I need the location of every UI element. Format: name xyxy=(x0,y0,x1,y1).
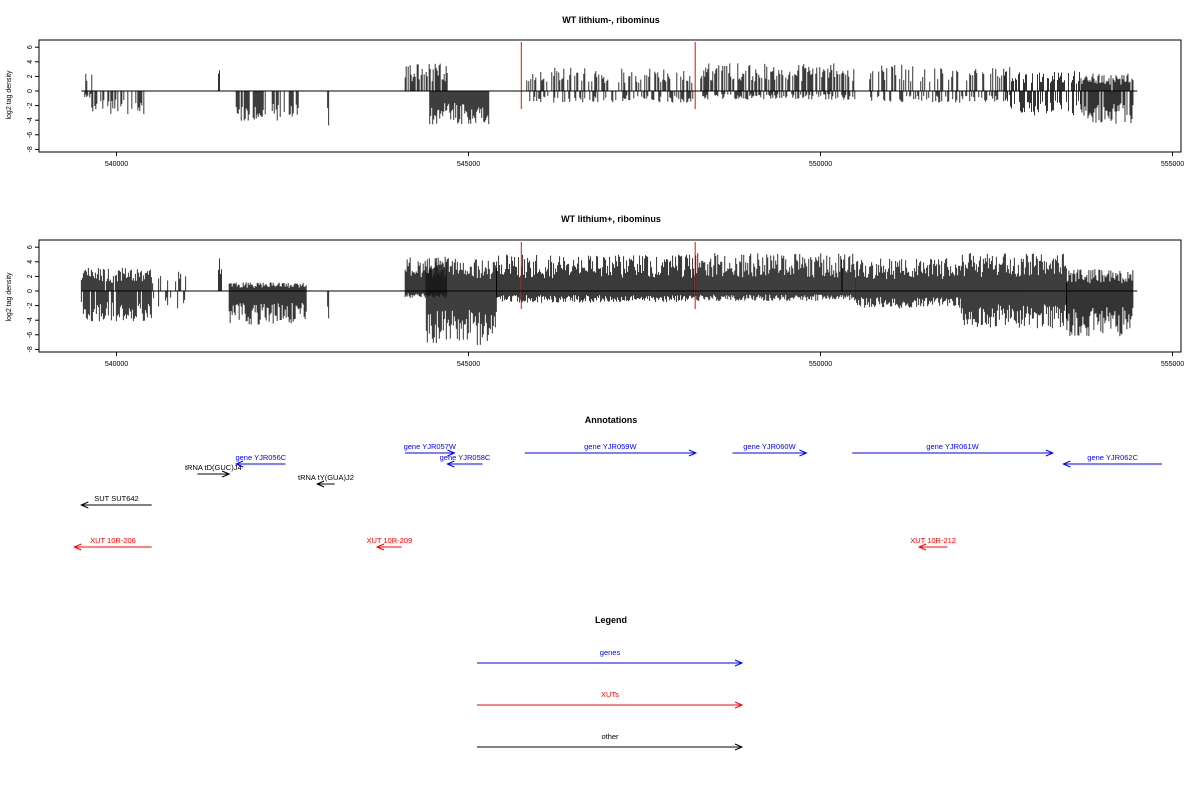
annotation-feature: gene YJR059W xyxy=(524,442,698,457)
chart-title-lithium-minus: WT lithium-, ribominus xyxy=(562,15,660,25)
y-axis-lithium-minus: -8 -6 -4 -2 0 2 4 6 xyxy=(27,45,39,153)
annotation-arrow-head xyxy=(446,460,455,468)
annotation-feature: SUT SUT642 xyxy=(80,494,152,509)
annotation-label: XUT 10R-209 xyxy=(366,536,412,545)
annotation-feature: gene YJR060W xyxy=(732,442,808,457)
y-tick-label: 0 xyxy=(27,289,34,293)
y-tick-label: -6 xyxy=(27,332,34,338)
y-tick-label: 6 xyxy=(27,45,34,49)
plot-frame-lithium-plus xyxy=(38,239,1182,353)
markers-lithium-minus xyxy=(520,42,696,109)
x-tick-label: 540000 xyxy=(105,361,128,368)
track-lithium-minus: WT lithium-, ribominus log2 tag density … xyxy=(6,15,1184,168)
annotation-arrow-head xyxy=(688,449,698,457)
annotation-label: gene YJR062C xyxy=(1087,453,1138,462)
annotation-feature: gene YJR057W xyxy=(404,442,457,457)
annotation-label: gene YJR058C xyxy=(440,453,491,462)
legend-label: XUTs xyxy=(601,690,619,699)
x-tick-label: 545000 xyxy=(457,161,480,168)
y-tick-label: -6 xyxy=(27,132,34,138)
y-tick-label: -8 xyxy=(27,346,34,352)
y-tick-label: 6 xyxy=(27,245,34,249)
annotation-label: XUT 10R-212 xyxy=(910,536,956,545)
annotation-feature: gene YJR061W xyxy=(852,442,1055,457)
annotation-feature: XUT 10R-206 xyxy=(72,536,152,551)
annotation-feature: tRNA tY(GUA)J2 xyxy=(298,473,354,488)
annotation-label: SUT SUT642 xyxy=(94,494,138,503)
legend-arrow-head xyxy=(734,701,744,709)
x-tick-label: 545000 xyxy=(457,361,480,368)
legend-label: genes xyxy=(600,648,621,657)
y-tick-label: -4 xyxy=(27,317,34,323)
annotations-title: Annotations xyxy=(585,415,638,425)
annotation-label: tRNA tD(GUC)J4 xyxy=(185,463,242,472)
annotation-arrow-head xyxy=(375,543,385,551)
legend-arrow-head xyxy=(734,659,744,667)
annotation-label: gene YJR061W xyxy=(926,442,979,451)
x-tick-label: 555000 xyxy=(1161,161,1184,168)
y-tick-label: -2 xyxy=(27,302,34,308)
annotation-arrow-head xyxy=(72,543,82,551)
chart-title-lithium-plus: WT lithium+, ribominus xyxy=(561,214,661,224)
annotation-feature: XUT 10R-212 xyxy=(910,536,956,551)
x-tick-label: 550000 xyxy=(809,361,832,368)
annotation-arrow-head xyxy=(917,543,927,551)
y-axis-lithium-plus: -8 -6 -4 -2 0 2 4 6 xyxy=(27,245,39,353)
bars-lithium-minus xyxy=(84,63,1134,126)
annotation-feature: tRNA tD(GUC)J4 xyxy=(185,463,242,478)
annotation-label: gene YJR060W xyxy=(743,442,796,451)
annotation-arrow-head xyxy=(80,501,89,509)
annotation-arrow-head xyxy=(234,460,244,468)
legend-title: Legend xyxy=(595,615,627,625)
track-lithium-plus: WT lithium+, ribominus log2 tag density … xyxy=(6,214,1184,368)
legend-entry: genes xyxy=(477,648,744,667)
annotation-feature: gene YJR056C xyxy=(234,453,287,468)
y-axis-label-lithium-plus: log2 tag density xyxy=(6,272,13,322)
y-tick-label: -4 xyxy=(27,117,34,123)
x-axis-lithium-minus: 540000 545000 550000 555000 xyxy=(105,152,1184,168)
x-axis-lithium-plus: 540000 545000 550000 555000 xyxy=(105,352,1184,368)
x-tick-label: 540000 xyxy=(105,161,128,168)
annotation-label: XUT 10R-206 xyxy=(90,536,136,545)
y-axis-label-lithium-minus: log2 tag density xyxy=(6,70,13,120)
x-tick-label: 550000 xyxy=(809,161,832,168)
annotation-arrow-head xyxy=(1045,449,1055,457)
y-tick-label: 2 xyxy=(27,274,34,278)
plot-frame-lithium-minus xyxy=(38,39,1182,153)
annotation-label: tRNA tY(GUA)J2 xyxy=(298,473,354,482)
annotation-arrow-head xyxy=(799,449,808,457)
annotation-feature: XUT 10R-209 xyxy=(366,536,412,551)
y-tick-label: 4 xyxy=(27,60,34,64)
bars-lithium-plus xyxy=(80,253,1134,345)
legend-entry: XUTs xyxy=(477,690,744,709)
annotation-arrow-head xyxy=(315,480,325,488)
legend-label: other xyxy=(601,732,619,741)
annotation-arrow-head xyxy=(1062,460,1071,468)
annotation-feature: gene YJR062C xyxy=(1062,453,1162,468)
annotation-feature: gene YJR058C xyxy=(440,453,491,468)
legend-entry: other xyxy=(477,732,744,751)
x-tick-label: 555000 xyxy=(1161,361,1184,368)
annotation-label: gene YJR059W xyxy=(584,442,637,451)
legend-arrow-head xyxy=(734,743,744,751)
y-tick-label: -8 xyxy=(27,146,34,152)
y-tick-label: 0 xyxy=(27,89,34,93)
annotation-arrow-head xyxy=(221,470,231,478)
annotation-label: gene YJR057W xyxy=(404,442,457,451)
legend-panel: genes XUTs other xyxy=(477,648,744,751)
y-tick-label: 2 xyxy=(27,74,34,78)
y-tick-label: 4 xyxy=(27,260,34,264)
y-tick-label: -2 xyxy=(27,102,34,108)
markers-lithium-plus xyxy=(520,242,696,309)
annotation-label: gene YJR056C xyxy=(235,453,286,462)
annotation-arrow-head xyxy=(447,449,456,457)
